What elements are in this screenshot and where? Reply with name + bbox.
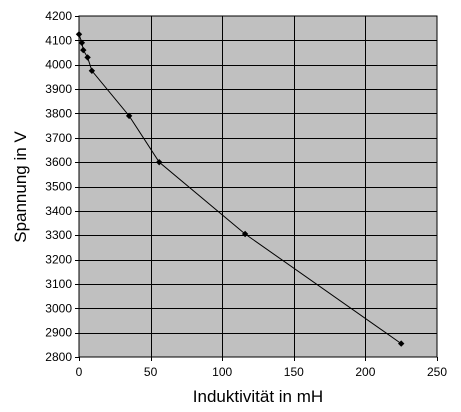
y-tick-label: 3700 [45,131,72,145]
data-point [84,54,91,61]
y-tick-label: 3200 [45,253,72,267]
y-tick-label: 3300 [45,228,72,242]
y-tick-label: 3100 [45,277,72,291]
y-tick-label: 3500 [45,180,72,194]
x-tick-label: 50 [144,365,158,379]
y-tick-label: 4000 [45,58,72,72]
y-tick-label: 3600 [45,155,72,169]
data-point [88,67,96,75]
y-tick-label: 3900 [45,82,72,96]
y-tick-label: 2800 [45,350,72,364]
y-tick-label: 4200 [45,9,72,23]
x-tick-label: 200 [355,365,375,379]
y-tick-label: 2900 [45,326,72,340]
y-tick-label: 3800 [45,106,72,120]
data-point [78,39,86,46]
marker-layer [75,31,405,347]
x-tick-label: 100 [212,365,232,379]
plot-area [78,15,438,358]
y-tick-label: 4100 [45,33,72,47]
data-point [155,158,163,166]
x-axis-title: Induktivität in mH [193,387,323,406]
data-point [241,230,249,238]
data-point [125,112,133,120]
x-tick-label: 250 [427,365,447,379]
x-tick-label: 150 [284,365,304,379]
data-point [80,46,87,54]
data-point [75,31,83,38]
axis-ticks: 0 50 100 150 200 250 2800 2900 3000 3100 3200 3300 3… [45,9,447,379]
data-point [398,340,405,347]
x-tick-label: 0 [76,365,83,379]
y-tick-label: 3000 [45,301,72,315]
y-tick-label: 3400 [45,204,72,218]
y-axis-title: Spannung in V [11,131,30,243]
gridlines [79,16,437,357]
